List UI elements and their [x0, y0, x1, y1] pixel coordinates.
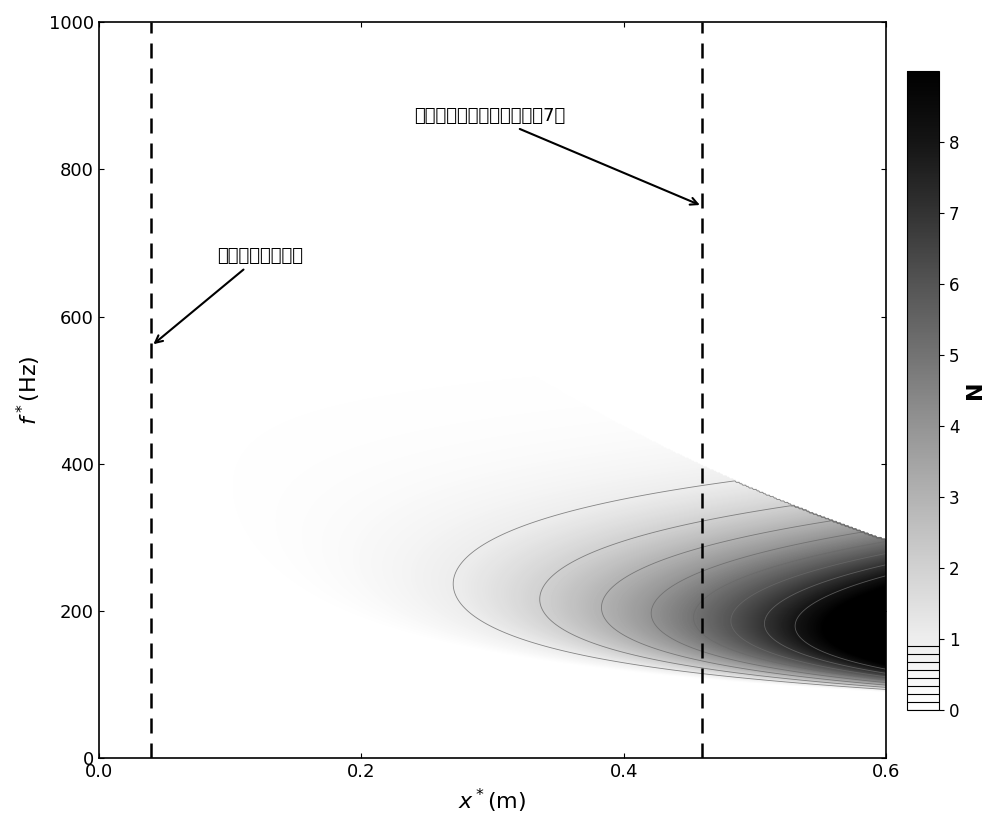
Text: 扭动幅値放大因子最先达到7处: 扭动幅値放大因子最先达到7处 — [414, 107, 698, 205]
X-axis label: $x^*$(m): $x^*$(m) — [458, 787, 527, 815]
Y-axis label: N: N — [965, 381, 985, 399]
Text: 扭动失稳临界位置: 扭动失稳临界位置 — [155, 247, 303, 343]
Y-axis label: $f^*$(Hz): $f^*$(Hz) — [15, 355, 43, 425]
